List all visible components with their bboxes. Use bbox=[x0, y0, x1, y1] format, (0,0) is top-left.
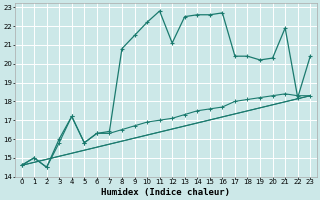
X-axis label: Humidex (Indice chaleur): Humidex (Indice chaleur) bbox=[101, 188, 230, 197]
